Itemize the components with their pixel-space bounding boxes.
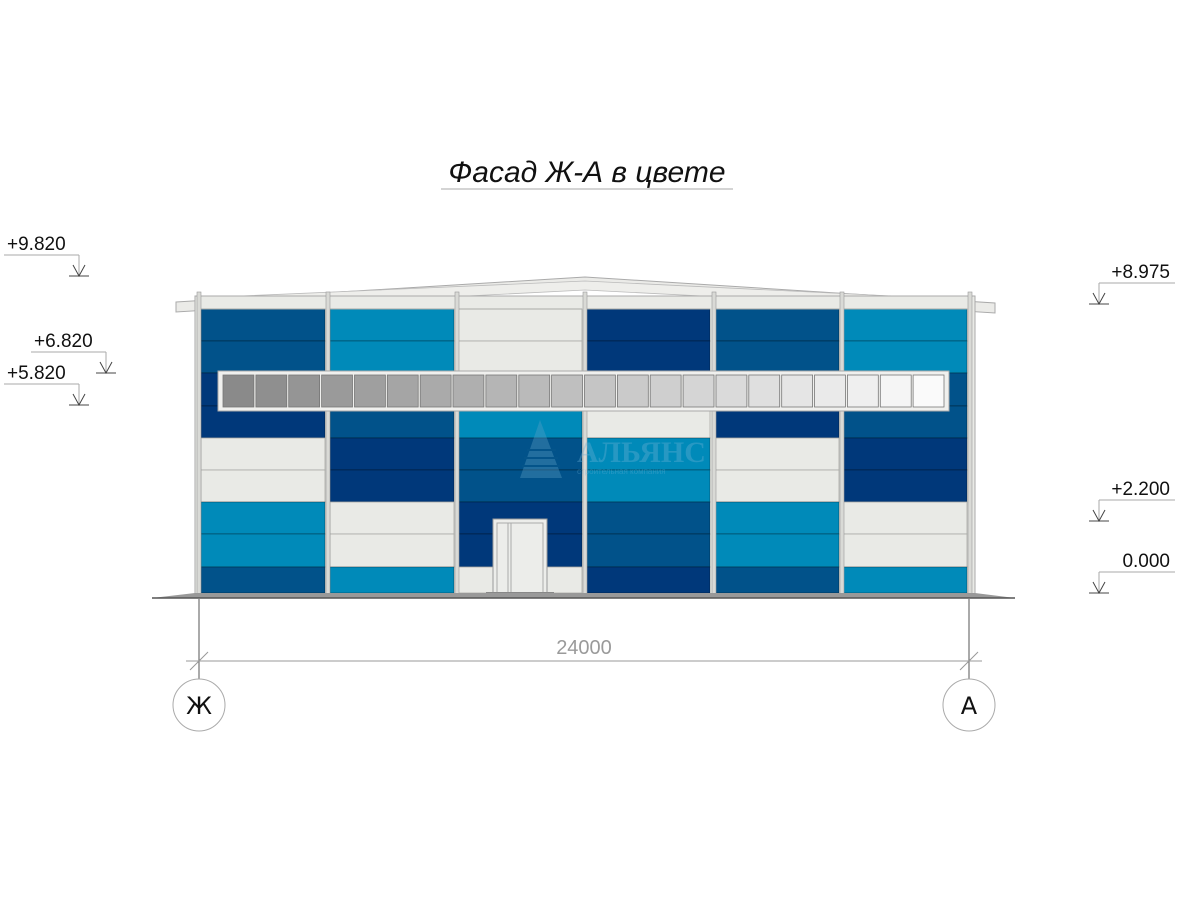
cladding-panel [200,566,326,594]
cladding-panel [714,566,840,594]
level-label: +8.975 [1111,262,1170,283]
pilaster [711,291,717,595]
window-pane [354,374,386,408]
cladding-panel [842,501,968,535]
window-pane [847,374,879,408]
ground-line [152,593,1015,599]
cladding-panel [200,340,326,374]
cladding-panel [457,308,583,342]
level-label: +6.820 [34,331,93,352]
level-mark: +6.820 [31,331,116,375]
window-pane [321,374,353,408]
cladding-panel [842,533,968,568]
window-pane [485,374,518,408]
window-pane [682,374,715,408]
level-marks: +9.820 +6.820 +5.820 +8.975 +2.200 0.000 [4,234,1175,595]
ribbon-window [217,370,950,412]
window-pane [912,374,945,408]
cladding-panel [842,566,968,594]
cladding-panel [329,340,455,374]
cladding-panel [329,566,455,594]
window-pane [452,374,485,408]
window-pane [781,374,814,408]
cladding-panel [457,469,583,503]
cladding-panel [714,340,840,374]
cladding-panel [842,437,968,471]
dimension-line [186,599,982,679]
window-pane [649,374,682,408]
cladding-panel [714,308,840,342]
drawing-title: Фасад Ж-А в цвете [448,156,725,189]
cladding-panel [714,533,840,568]
cladding-panel [329,501,455,535]
cladding-panel [457,340,583,374]
window-pane [255,374,288,408]
cladding-panel [714,469,840,503]
window-pane [222,374,255,408]
cladding-panel [585,340,711,374]
axis-label-left: Ж [186,692,212,720]
cladding-panel [585,533,711,568]
level-label: +5.820 [7,363,66,384]
pilaster [839,291,845,595]
entrance-door [486,518,554,596]
window-pane [518,374,551,408]
cladding-panel [457,437,583,471]
axis-marker-left: Ж [172,678,226,732]
window-pane [584,374,616,408]
level-mark: +5.820 [4,363,89,407]
level-mark: +2.200 [1089,479,1175,523]
window-pane [715,374,748,408]
cladding-panel [200,469,326,503]
cladding-panel [585,566,711,594]
cladding-panel [714,437,840,471]
cladding-panel [329,437,455,471]
axis-marker-right: А [942,678,996,732]
cladding-panel [585,437,711,471]
company-logo-watermark: АЛЬЯНС строительная компания [520,420,706,478]
window-pane [748,374,781,408]
cladding-panel [585,501,711,535]
cladding-panel [842,340,968,374]
window-pane [814,374,846,408]
cladding-panel [200,501,326,535]
logo-name: АЛЬЯНС [577,436,706,469]
overall-dimension: 24000 [556,637,612,659]
cladding-panel [714,501,840,535]
level-label: 0.000 [1122,551,1170,572]
level-mark: 0.000 [1089,551,1175,595]
cladding-panel [200,308,326,342]
cladding-panel [329,308,455,342]
window-pane [879,374,912,408]
pilaster [325,291,331,595]
level-label: +9.820 [7,234,66,255]
cladding-panel [329,469,455,503]
window-pane [386,374,419,408]
level-mark: +8.975 [1089,262,1175,306]
cladding-panel [842,469,968,503]
cladding-panel [329,533,455,568]
window-pane [551,374,583,408]
window-pane [617,374,649,408]
cladding-panel [585,308,711,342]
cladding-panel [200,437,326,471]
level-mark: +9.820 [4,234,89,278]
pilasters [196,291,973,595]
cladding-panel [200,533,326,568]
level-label: +2.200 [1111,479,1170,500]
axis-label-right: А [961,692,978,720]
pilaster [967,291,973,595]
pilaster [454,291,460,595]
window-pane [419,374,452,408]
logo-subtitle: строительная компания [577,467,666,476]
cladding-panel [585,469,711,503]
window-pane [288,374,321,408]
cladding-panel [842,308,968,342]
pilaster [196,291,202,595]
